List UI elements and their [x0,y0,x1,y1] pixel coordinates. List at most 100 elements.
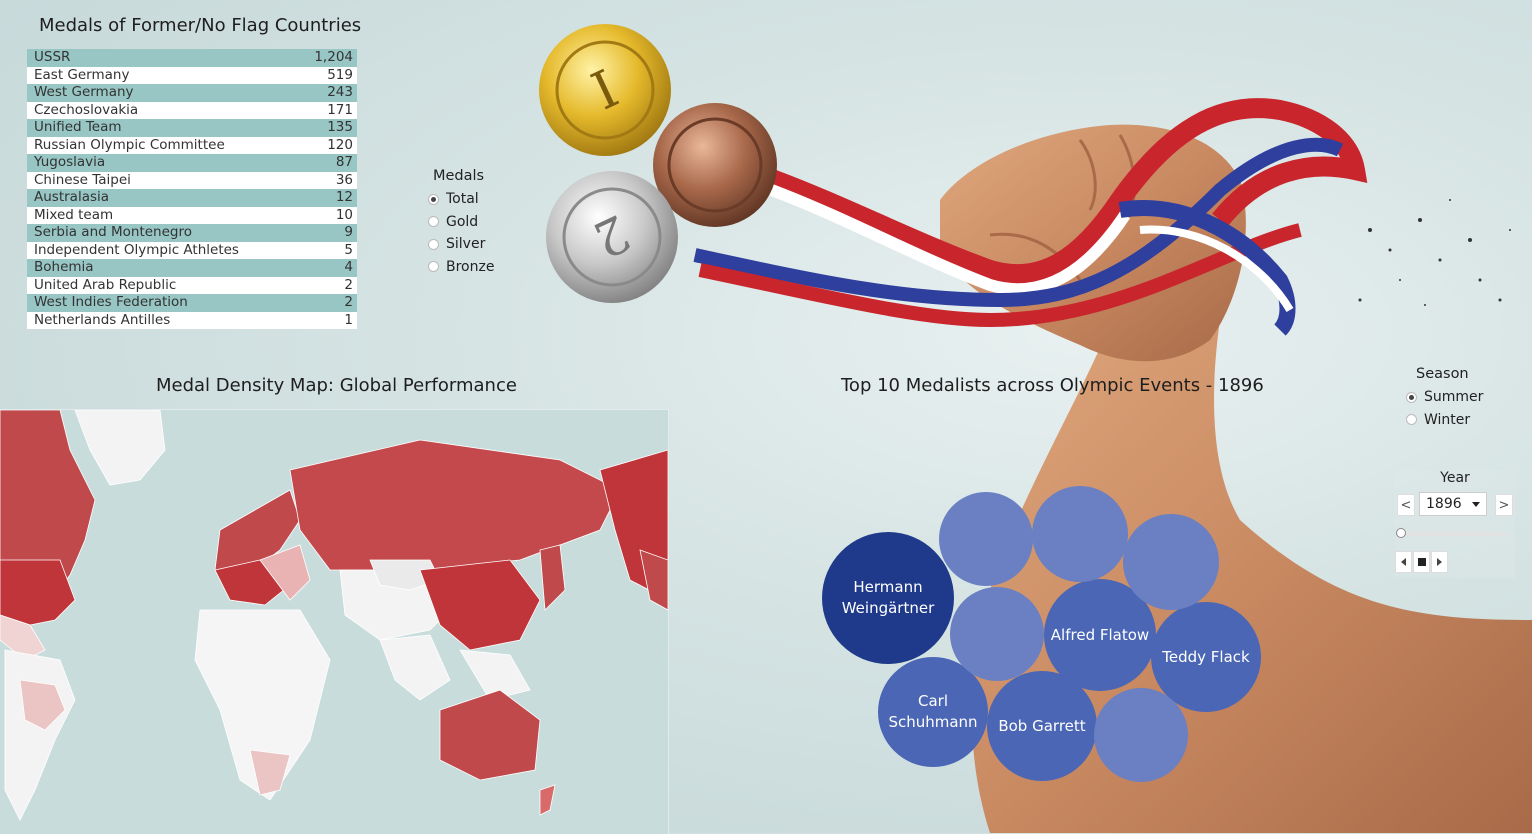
medal-count: 4 [344,259,353,275]
year-next-button[interactable]: > [1495,494,1513,516]
medalist-bubble[interactable]: Hermann Weingärtner [822,532,954,664]
former-countries-table: USSR 1,204 East Germany 519 West Germany 243 C… [27,49,357,329]
medal-count: 87 [335,154,353,170]
medalist-bubble[interactable]: Carl Schuhmann [878,657,988,767]
medal-count: 10 [335,206,353,223]
radio-label: Gold [446,213,479,230]
table-row[interactable]: Mixed team 10 [27,206,357,224]
medals-filter-option-total[interactable]: Total [428,188,494,211]
country-name: West Germany [34,84,134,100]
country-name: Czechoslovakia [34,101,139,118]
season-filter-option-winter[interactable]: Winter [1406,409,1483,432]
radio-label: Winter [1424,411,1471,428]
table-row[interactable]: Bohemia 4 [27,259,357,277]
country-name: Mixed team [34,206,114,223]
radio-icon[interactable] [428,193,439,205]
play-back-button[interactable] [1395,551,1412,573]
season-filter-title: Season [1416,366,1469,382]
country-name: West Indies Federation [34,294,188,310]
medalist-bubble[interactable]: Alfred Flatow [1044,579,1156,691]
table-row[interactable]: West Indies Federation 2 [27,294,357,312]
medal-count: 2 [344,294,353,310]
medalist-name: Bob Garrett [998,716,1086,735]
table-row[interactable]: United Arab Republic 2 [27,276,357,294]
country-name: Yugoslavia [34,154,106,170]
medal-density-map[interactable] [0,409,669,834]
country-name: Australasia [34,189,110,205]
map-title: Medal Density Map: Global Performance [156,375,517,396]
season-filter: Season Summer Winter [1406,366,1483,431]
medalist-bubble[interactable] [950,587,1044,681]
medal-count: 12 [335,189,353,205]
medals-filter-option-gold[interactable]: Gold [428,211,494,234]
radio-icon[interactable] [428,261,439,273]
country-name: Serbia and Montenegro [34,224,193,240]
medals-filter-option-bronze[interactable]: Bronze [428,256,494,279]
play-forward-button[interactable] [1431,551,1448,573]
medal-count: 9 [344,224,353,240]
year-select[interactable]: 1896 [1419,492,1487,516]
year-slider-handle[interactable] [1396,528,1406,538]
medal-count: 1,204 [314,49,353,65]
table-row[interactable]: Chinese Taipei 36 [27,171,357,189]
medal-count: 120 [327,136,353,153]
medalist-bubble[interactable]: Bob Garrett [987,671,1097,781]
medalist-name: Carl Schuhmann [888,692,978,731]
medalist-bubble[interactable] [1032,486,1128,582]
radio-label: Bronze [446,258,495,275]
chevron-right-icon: > [1498,497,1510,513]
year-value: 1896 [1426,496,1462,512]
medalist-name: Hermann Weingärtner [841,578,935,617]
country-name: Netherlands Antilles [34,311,171,328]
table-row[interactable]: Netherlands Antilles 1 [27,311,357,329]
medal-count: 2 [344,276,353,293]
medalists-title: Top 10 Medalists across Olympic Events -… [841,375,1264,396]
table-row[interactable]: Unified Team 135 [27,119,357,137]
year-filter-title: Year [1440,470,1470,486]
year-slider-track[interactable] [1401,532,1509,536]
table-row[interactable]: Czechoslovakia 171 [27,101,357,119]
radio-icon[interactable] [1406,414,1417,426]
former-countries-title: Medals of Former/No Flag Countries [39,15,362,36]
year-prev-button[interactable]: < [1397,494,1415,516]
stop-button[interactable] [1413,551,1430,573]
medalist-bubble[interactable] [1094,688,1188,782]
play-forward-icon [1437,558,1442,566]
chevron-down-icon [1472,502,1480,507]
play-back-icon [1401,558,1406,566]
medals-filter-title: Medals [433,168,485,184]
radio-label: Summer [1424,389,1484,406]
country-name: Chinese Taipei [34,171,131,188]
table-row[interactable]: Australasia 12 [27,189,357,207]
table-row[interactable]: Yugoslavia 87 [27,154,357,172]
table-row[interactable]: East Germany 519 [27,66,357,84]
medal-count: 171 [327,101,353,118]
medal-count: 135 [327,119,353,135]
medalist-bubble[interactable] [939,492,1033,586]
chevron-left-icon: < [1400,497,1412,513]
medalist-bubble[interactable] [1123,514,1219,610]
table-row[interactable]: Russian Olympic Committee 120 [27,136,357,154]
table-row[interactable]: USSR 1,204 [27,49,357,67]
country-name: United Arab Republic [34,276,177,293]
country-name: Bohemia [34,259,94,275]
country-name: East Germany [34,66,130,83]
country-name: USSR [34,49,71,65]
radio-icon[interactable] [428,238,439,250]
medal-count: 5 [344,241,353,258]
year-filter: Year < 1896 > [1395,470,1515,578]
radio-icon[interactable] [1406,391,1417,403]
medalist-bubble[interactable]: Teddy Flack [1151,602,1261,712]
table-row[interactable]: West Germany 243 [27,84,357,102]
medal-count: 519 [327,66,353,83]
table-row[interactable]: Serbia and Montenegro 9 [27,224,357,242]
radio-icon[interactable] [428,216,439,228]
radio-label: Total [446,191,479,208]
country-name: Russian Olympic Committee [34,136,225,153]
country-name: Independent Olympic Athletes [34,241,239,258]
medalist-name: Teddy Flack [1162,647,1250,666]
season-filter-option-summer[interactable]: Summer [1406,386,1483,409]
medal-count: 36 [335,171,353,188]
medals-filter-option-silver[interactable]: Silver [428,233,494,256]
table-row[interactable]: Independent Olympic Athletes 5 [27,241,357,259]
